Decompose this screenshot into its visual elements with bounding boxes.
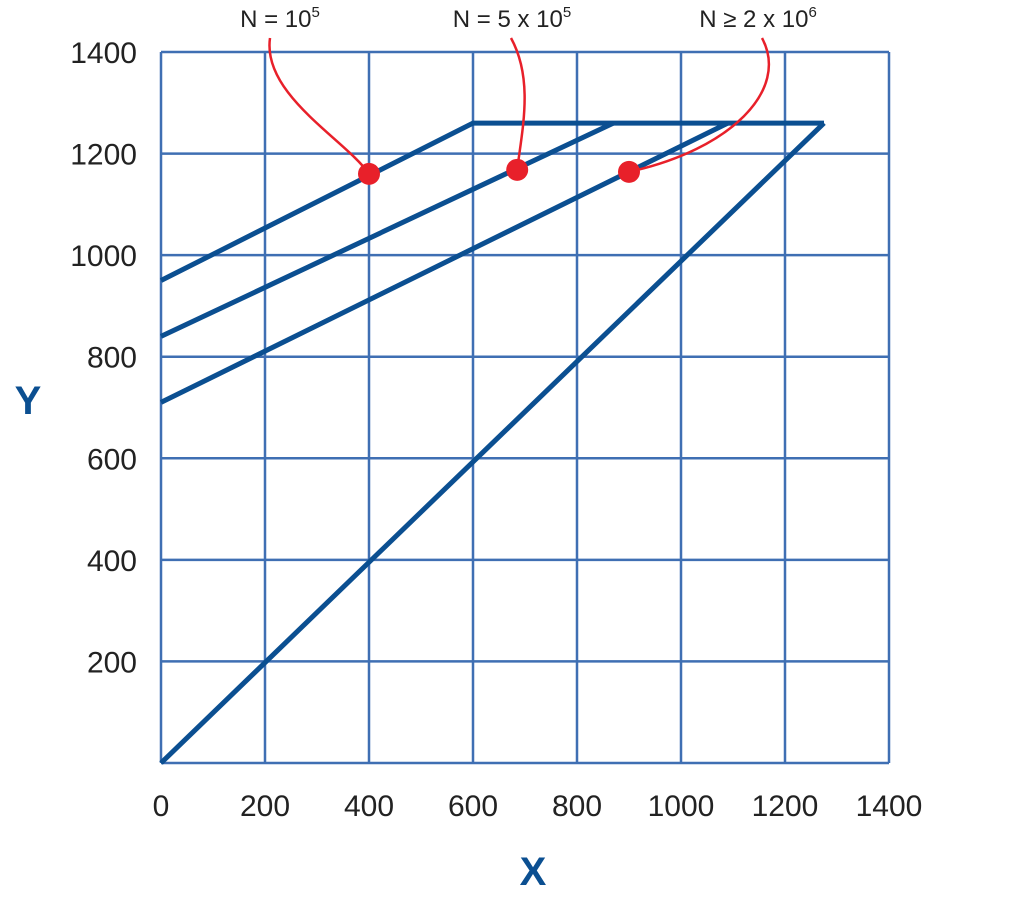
y-tick-label: 1000 [70,240,137,273]
series-line-4 [159,120,729,405]
annotation-label: N = 105 [240,4,320,33]
x-tick-label: 1200 [752,790,819,823]
x-tick-label: 200 [240,790,290,823]
y-tick-label: 1200 [70,139,137,172]
annotation-leaders [268,37,771,175]
annotation-marker [618,160,640,183]
x-tick-labels: 0 200 400 600 800 1000 1200 1400 [153,790,923,823]
annotation-leader-line [509,37,526,170]
x-axis-title: X [520,850,547,894]
annotation-marker [506,158,529,181]
x-tick-label: 1000 [648,790,715,823]
x-tick-label: 0 [153,790,170,823]
y-axis-title: Y [15,379,42,423]
series-line-1 [159,121,826,765]
annotation-leader-line [268,37,371,175]
x-tick-label: 800 [552,790,602,823]
annotation-markers [358,158,640,185]
annotation-leader-line [628,37,771,174]
y-tick-label: 1400 [70,37,137,70]
series-group [159,120,826,765]
x-tick-label: 400 [344,790,394,823]
y-tick-label: 600 [87,443,137,476]
series-line-2 [159,120,824,283]
y-tick-label: 800 [87,342,137,375]
annotation-label: N ≥ 2 x 106 [699,4,817,33]
x-tick-label: 1400 [856,790,923,823]
annotation-label: N = 5 x 105 [453,4,571,33]
series-line-3 [159,120,615,339]
grid [159,50,891,765]
annotation-marker [358,162,380,185]
x-tick-label: 600 [448,790,498,823]
y-tick-label: 400 [87,545,137,578]
y-tick-label: 200 [87,646,137,679]
y-tick-labels: 200 400 600 800 1000 1200 1400 [70,37,137,679]
annotation-labels: N = 105 N = 5 x 105 N ≥ 2 x 106 [240,4,817,33]
